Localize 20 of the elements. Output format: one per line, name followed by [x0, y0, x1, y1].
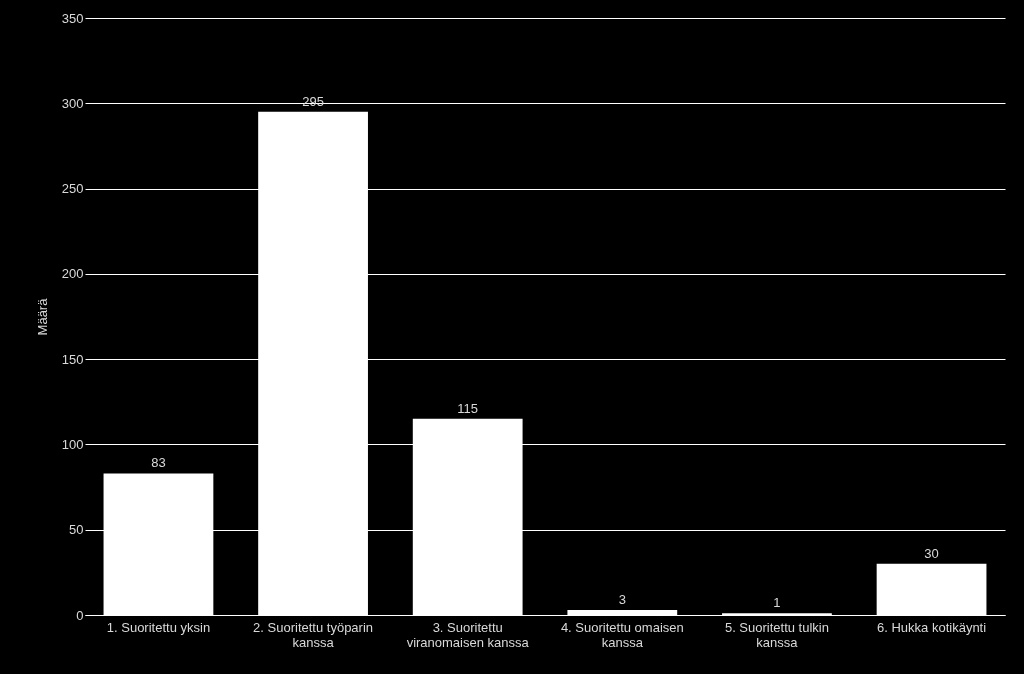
data-label: 3: [618, 591, 626, 607]
y-axis-title: Määrä: [34, 297, 50, 336]
y-tick-label: 200: [61, 266, 84, 282]
data-label: 30: [924, 545, 939, 561]
x-tick-label: 5. Suoritettu tulkin kanssa: [724, 619, 829, 650]
x-tick-label: 6. Hukka kotikäynti: [877, 619, 987, 635]
y-tick-label: 50: [69, 522, 84, 538]
y-tick-label: 300: [61, 95, 84, 111]
data-label: 115: [457, 400, 479, 416]
x-tick-label: 1. Suoritettu yksin: [106, 619, 211, 635]
y-tick-label: 350: [61, 10, 84, 26]
data-label: 83: [151, 455, 166, 471]
data-label: 1: [773, 595, 781, 611]
x-tick-label: 4. Suoritettu omaisen kanssa: [560, 619, 684, 650]
y-tick-label: 0: [76, 607, 84, 623]
y-tick-label: 150: [61, 351, 84, 367]
x-tick-label: 3. Suoritettu viranomaisen kanssa: [406, 619, 530, 650]
x-tick-label: 2. Suoritettu työparin kanssa: [253, 619, 374, 650]
y-tick-label: 100: [61, 436, 84, 452]
y-tick-label: 250: [61, 181, 84, 197]
